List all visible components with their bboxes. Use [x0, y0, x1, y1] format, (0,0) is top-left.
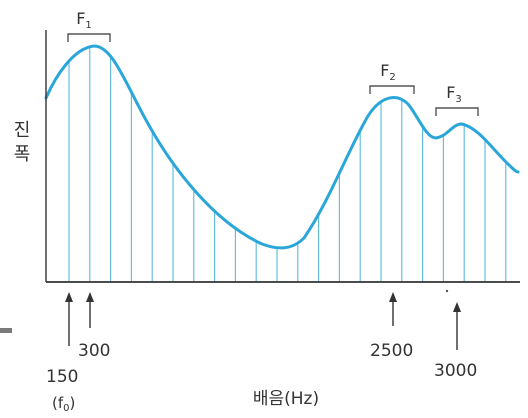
formant-f1-subscript: 1 — [85, 20, 91, 31]
formant-f2-subscript: 2 — [389, 72, 395, 83]
formant-f1-label: F — [76, 9, 85, 28]
marker-arrow-3000 — [453, 302, 461, 350]
marker-label-150: 150 — [46, 367, 78, 387]
y-axis-label-char-1: 진 — [14, 120, 31, 141]
speck-dot — [445, 289, 449, 293]
side-marker — [0, 328, 12, 333]
formant-f3-subscript: 3 — [455, 94, 461, 105]
harmonic-lines — [68, 47, 507, 282]
marker-label-3000: 3000 — [434, 361, 477, 381]
x-axis-label: 배음(Hz) — [253, 389, 319, 409]
svg-text:F1: F1 — [76, 9, 92, 31]
svg-text:F2: F2 — [380, 61, 396, 83]
formant-f2-bracket: F2 — [369, 61, 415, 94]
formant-f3-bracket: F3 — [435, 83, 479, 116]
marker-label-300: 300 — [78, 341, 110, 361]
marker-arrow-2500 — [389, 292, 397, 326]
spectral-envelope-curve — [44, 44, 520, 250]
formant-f3-label: F — [446, 83, 455, 102]
marker-arrow-300 — [86, 292, 94, 328]
marker-arrow-150 — [65, 292, 73, 346]
y-axis-label-char-2: 폭 — [14, 144, 31, 165]
marker-label-2500: 2500 — [370, 341, 413, 361]
marker-label-f0-note: (f0) — [52, 394, 75, 414]
formant-f1-bracket: F1 — [67, 9, 111, 42]
svg-text:F3: F3 — [446, 83, 462, 105]
formant-f2-label: F — [380, 61, 389, 80]
